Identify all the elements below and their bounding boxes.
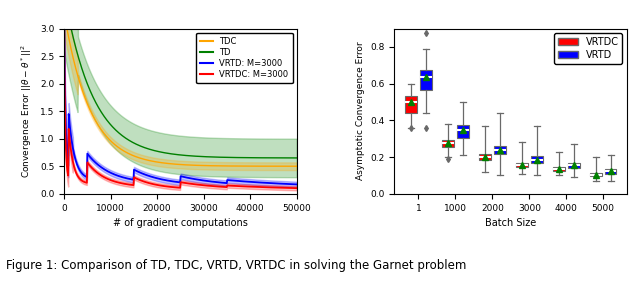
- X-axis label: # of gradient computations: # of gradient computations: [113, 218, 248, 228]
- PathPatch shape: [420, 70, 432, 90]
- Legend: TDC, TD, VRTD: M=3000, VRTDC: M=3000: TDC, TD, VRTD: M=3000, VRTDC: M=3000: [196, 33, 292, 83]
- Y-axis label: Asymptotic Convergence Error: Asymptotic Convergence Error: [356, 42, 365, 180]
- PathPatch shape: [516, 164, 528, 167]
- PathPatch shape: [442, 140, 454, 147]
- PathPatch shape: [531, 156, 543, 164]
- PathPatch shape: [568, 162, 580, 168]
- Legend: VRTDC, VRTD: VRTDC, VRTD: [554, 33, 622, 64]
- PathPatch shape: [590, 173, 602, 176]
- Text: Figure 1: Comparison of TD, TDC, VRTD, VRTDC in solving the Garnet problem: Figure 1: Comparison of TD, TDC, VRTD, V…: [6, 259, 467, 272]
- PathPatch shape: [553, 167, 564, 171]
- PathPatch shape: [479, 154, 491, 160]
- Y-axis label: Convergence Error $||\theta - \theta^*||^2$: Convergence Error $||\theta - \theta^*||…: [20, 44, 35, 178]
- X-axis label: Batch Size: Batch Size: [485, 218, 536, 228]
- PathPatch shape: [605, 169, 616, 174]
- PathPatch shape: [457, 125, 468, 138]
- PathPatch shape: [405, 95, 417, 113]
- PathPatch shape: [494, 146, 506, 154]
